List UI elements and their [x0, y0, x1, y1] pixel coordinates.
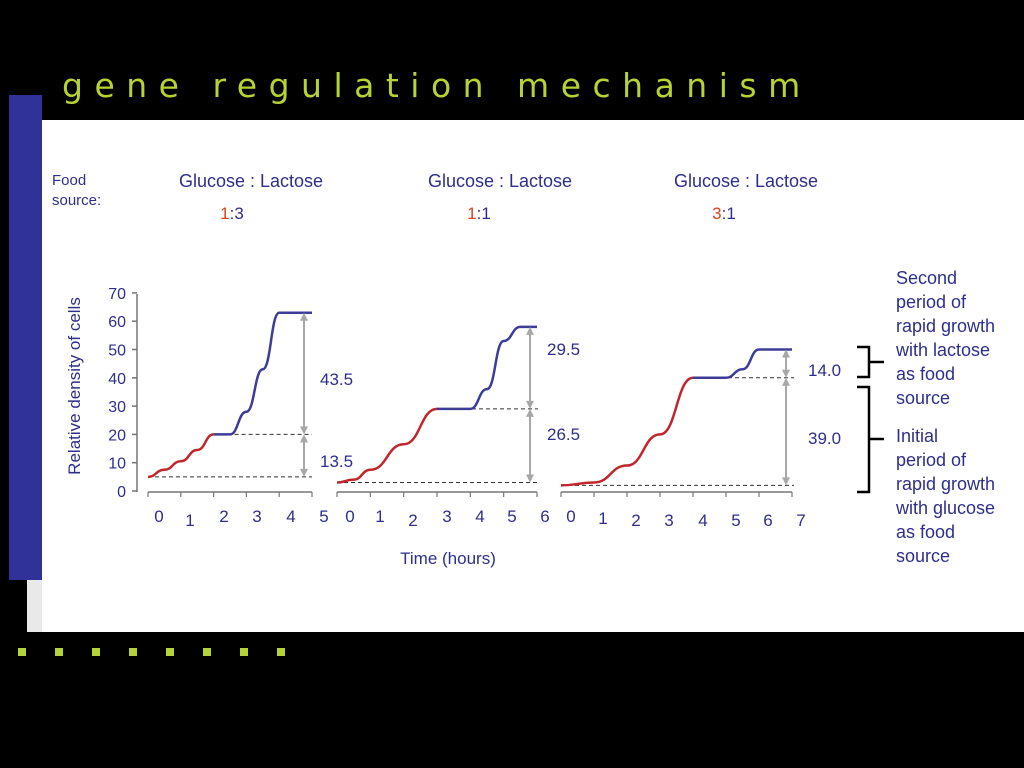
bullet-dot [240, 648, 248, 656]
x-tick-label: 2 [631, 511, 640, 530]
x-tick-label: 0 [154, 507, 163, 526]
y-tick-label: 70 [108, 286, 126, 303]
ratio-header-3: Glucose : Lactose [674, 171, 818, 191]
bullet-dot [166, 648, 174, 656]
chart-panel-2: 0 1 2 3 4 5 6 26.5 29.5 [336, 325, 580, 530]
ratio-glucose-3: 3 [712, 204, 721, 223]
glucose-growth-curve [560, 376, 694, 487]
x-tick-label: 1 [185, 511, 194, 530]
x-tick-label: 4 [475, 507, 484, 526]
y-tick-label: 50 [108, 343, 126, 360]
arrow-head-down [782, 369, 790, 378]
arrow-head-down [782, 477, 790, 486]
ratio-value-1: 1:3 [220, 204, 244, 223]
x-tick-label: 5 [731, 511, 740, 530]
x-tick-label: 3 [442, 507, 451, 526]
growth-increment-label: 29.5 [547, 340, 580, 359]
arrow-head-down [300, 426, 308, 435]
ratio-value-3: 3:1 [712, 204, 736, 223]
slide-title: gene regulation mechanism [62, 66, 812, 105]
growth-increment-label: 26.5 [547, 425, 580, 444]
bracket-initial-period [857, 385, 884, 494]
ratio-lactose-3: 1 [726, 204, 735, 223]
ratio-header-1: Glucose : Lactose [179, 171, 323, 191]
glucose-growth-curve [147, 433, 214, 479]
lactose-growth-curve [693, 348, 792, 380]
growth-increment-label: 14.0 [808, 361, 841, 380]
lactose-growth-curve [213, 311, 312, 436]
bracket-initial-label: Initial period of rapid growth with glucose… [895, 426, 995, 566]
arrow-head-up [300, 312, 308, 321]
x-tick-label: 7 [796, 511, 805, 530]
x-tick-label: 6 [540, 507, 549, 526]
arrow-head-down [526, 400, 534, 409]
ratio-lactose-1: 3 [234, 204, 243, 223]
ratio-value-2: 1:1 [467, 204, 491, 223]
growth-increment-label: 39.0 [808, 429, 841, 448]
growth-increment-label: 43.5 [320, 370, 353, 389]
growth-increment-label: 13.5 [320, 452, 353, 471]
bullet-dot [277, 648, 285, 656]
side-accent-bar [9, 95, 42, 580]
y-tick-label: 30 [108, 399, 126, 416]
x-tick-label: 4 [286, 507, 295, 526]
bullet-dot [203, 648, 211, 656]
ratio-sep-2: : [477, 204, 482, 223]
bracket-second-label: Second period of rapid growth with lactose a… [895, 268, 995, 408]
ratio-glucose-2: 1 [467, 204, 476, 223]
x-tick-label: 1 [598, 509, 607, 528]
ratio-lactose-2: 1 [481, 204, 490, 223]
y-tick-label: 0 [117, 484, 126, 501]
bullet-dot [55, 648, 63, 656]
x-axis-label: Time (hours) [400, 549, 496, 568]
ratio-sep-3: : [722, 204, 727, 223]
x-tick-label: 6 [763, 511, 772, 530]
arrow-head-down [526, 474, 534, 483]
arrow-head-up [526, 408, 534, 417]
y-tick-label: 20 [108, 427, 126, 444]
arrow-head-up [526, 326, 534, 335]
x-tick-label: 4 [698, 511, 707, 530]
x-tick-label: 1 [375, 507, 384, 526]
arrow-head-up [300, 434, 308, 443]
bullet-dot [92, 648, 100, 656]
ratio-glucose-1: 1 [220, 204, 229, 223]
x-tick-label: 0 [345, 507, 354, 526]
ratio-sep-1: : [230, 204, 235, 223]
y-tick-label: 40 [108, 371, 126, 388]
arrow-head-up [782, 349, 790, 358]
bullet-dot [129, 648, 137, 656]
side-accent-tab [27, 580, 42, 632]
lactose-growth-curve [436, 325, 537, 411]
x-tick-label: 0 [566, 507, 575, 526]
y-tick-label: 60 [108, 314, 126, 331]
y-axis-label: Relative density of cells [65, 297, 84, 475]
bracket-second-period [857, 345, 884, 379]
glucose-growth-curve [336, 407, 438, 484]
bullet-dot [18, 648, 26, 656]
ratio-header-2: Glucose : Lactose [428, 171, 572, 191]
x-tick-label: 3 [252, 507, 261, 526]
arrow-head-down [300, 468, 308, 477]
y-tick-label: 10 [108, 456, 126, 473]
chart-panel-3: 0 1 2 3 4 5 6 7 39.0 14.0 [560, 348, 841, 530]
chart-panel-1: 0 10 20 30 40 50 60 70 0 1 2 3 4 5 13.5 43.5 [108, 286, 353, 530]
x-tick-label: 2 [219, 507, 228, 526]
food-source-label-2: source: [52, 192, 101, 209]
x-tick-label: 3 [664, 511, 673, 530]
food-source-label-1: Food [52, 172, 86, 189]
x-tick-label: 5 [507, 507, 516, 526]
x-tick-label: 5 [319, 507, 328, 526]
arrow-head-up [782, 377, 790, 386]
x-tick-label: 2 [408, 511, 417, 530]
